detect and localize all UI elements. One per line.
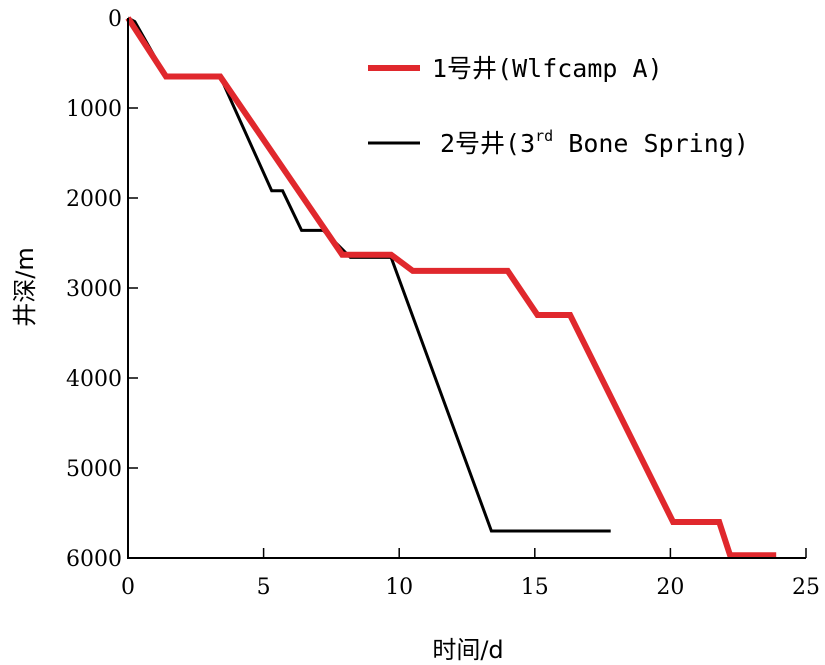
y-tick-label: 2000 (66, 187, 122, 212)
legend-label-1: 1号井(Wlfcamp A) (432, 54, 663, 83)
y-tick-label: 4000 (66, 367, 122, 392)
series-line-2 (127, 16, 611, 533)
ticks: 0 5 10 15 20 25 0 1000 2000 3000 4000 5000 6000 (66, 7, 820, 600)
x-tick-label: 15 (521, 575, 549, 600)
legend: 1号井(Wlfcamp A) 2号井(3rd Bone Spring) (368, 54, 749, 158)
y-tick-label: 5000 (66, 457, 122, 482)
y-tick-label: 6000 (66, 547, 122, 572)
y-tick-label: 0 (108, 7, 122, 32)
legend-label-2: 2号井(3rd Bone Spring) (440, 127, 749, 158)
y-axis-title: 井深/m (11, 247, 39, 326)
x-tick-label: 25 (792, 575, 820, 600)
x-tick-label: 0 (121, 575, 135, 600)
x-tick-label: 10 (385, 575, 413, 600)
x-tick-label: 20 (656, 575, 684, 600)
series-line-1 (125, 16, 777, 559)
y-tick-label: 3000 (66, 277, 122, 302)
x-axis-title: 时间/d (432, 636, 503, 664)
y-tick-label: 1000 (66, 97, 122, 122)
x-tick-label: 5 (257, 575, 271, 600)
series-layer (125, 16, 777, 559)
